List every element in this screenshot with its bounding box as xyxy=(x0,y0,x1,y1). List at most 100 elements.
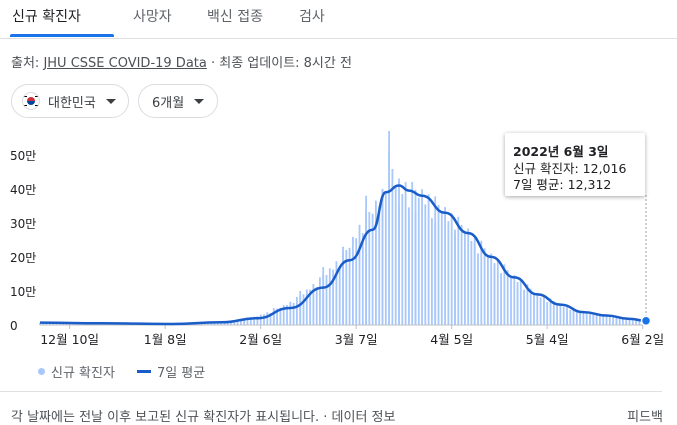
case-bar xyxy=(582,311,585,325)
case-bar xyxy=(210,322,213,325)
cases-chart[interactable]: 0 10만 20만 30만 40만 50만 12월 10일 1월 8일 2월 6일 3월 7일 4… xyxy=(0,125,677,355)
tab-new-cases[interactable]: 신규 확진자 xyxy=(12,9,81,25)
footer-note: 각 날짜에는 전날 이후 보고된 신규 확진자가 표시됩니다. · 데이터 정보 xyxy=(11,406,395,425)
case-bar xyxy=(384,192,387,325)
x-tick-label: 3월 7일 xyxy=(335,332,378,347)
case-bar xyxy=(411,181,414,325)
case-bar xyxy=(595,313,598,325)
case-bar xyxy=(608,316,611,325)
tab-tests[interactable]: 검사 xyxy=(299,9,325,25)
case-bar xyxy=(358,224,361,325)
tab-deaths[interactable]: 사망자 xyxy=(133,9,172,25)
case-bar xyxy=(276,308,278,325)
x-tick-label: 12월 10일 xyxy=(40,332,99,347)
case-bar xyxy=(207,322,209,325)
case-bar xyxy=(526,284,529,325)
tabs-bar: 신규 확진자 사망자 백신 접종 검사 xyxy=(0,0,677,39)
case-bar xyxy=(394,187,397,325)
chevron-down-icon xyxy=(194,98,205,104)
region-dropdown[interactable]: 대한민국 xyxy=(11,84,129,118)
case-bar xyxy=(375,200,377,325)
case-bar xyxy=(256,316,259,325)
case-bar xyxy=(338,267,341,325)
case-bar xyxy=(361,233,364,325)
legend: 신규 확진자 7일 평균 xyxy=(38,362,205,381)
case-bar xyxy=(342,246,344,325)
case-bar xyxy=(519,280,522,325)
case-bar xyxy=(440,213,443,325)
case-bar xyxy=(552,301,555,325)
case-bar xyxy=(529,288,532,325)
case-bar xyxy=(312,284,315,325)
source-line: 출처: JHU CSSE COVID-19 Data · 최종 업데이트: 8시… xyxy=(11,52,352,71)
case-bar xyxy=(259,314,262,325)
source-prefix: 출처: xyxy=(11,56,44,71)
data-info-link[interactable]: 데이터 정보 xyxy=(331,410,396,425)
case-bar xyxy=(615,318,618,325)
case-bar xyxy=(487,255,489,325)
case-bar xyxy=(605,315,608,325)
case-bar xyxy=(631,319,634,325)
case-bar xyxy=(566,311,568,325)
case-bar xyxy=(549,298,552,325)
tooltip-date: 2022년 6월 3일 xyxy=(513,144,609,159)
tooltip-new-cases: 신규 확진자: 12,016 xyxy=(513,161,627,176)
case-bar xyxy=(599,314,601,325)
case-bar xyxy=(543,297,545,325)
case-bar xyxy=(589,312,591,325)
case-bar xyxy=(635,319,637,325)
case-bar xyxy=(457,216,460,325)
case-bar xyxy=(427,194,430,325)
case-bar xyxy=(625,318,628,325)
source-updated: · 최종 업데이트: 8시간 전 xyxy=(206,56,352,71)
case-bar xyxy=(39,322,41,325)
avg-line xyxy=(39,184,647,326)
case-bar xyxy=(272,308,275,325)
y-tick-label: 30만 xyxy=(10,217,36,231)
case-bar xyxy=(572,307,575,325)
case-bar xyxy=(585,313,588,325)
case-bar xyxy=(282,305,285,325)
case-bar xyxy=(523,289,525,325)
case-bar xyxy=(510,275,512,325)
chevron-down-icon xyxy=(105,98,116,104)
case-bar xyxy=(249,317,252,325)
case-bar xyxy=(503,264,506,325)
case-bar xyxy=(240,320,242,325)
case-bar xyxy=(216,322,219,325)
case-bar xyxy=(355,238,358,325)
case-bar xyxy=(414,212,417,325)
case-bar xyxy=(328,268,331,325)
case-bar xyxy=(408,207,410,325)
y-axis: 0 10만 20만 30만 40만 50만 xyxy=(10,149,36,333)
case-bar xyxy=(437,204,440,325)
source-link[interactable]: JHU CSSE COVID-19 Data xyxy=(43,56,207,71)
tooltip: 2022년 6월 3일 신규 확진자: 12,016 7일 평균: 12,312 xyxy=(505,133,645,196)
case-bar xyxy=(213,322,216,325)
case-bar xyxy=(470,240,473,325)
case-bar xyxy=(612,316,614,325)
case-bar xyxy=(417,197,420,325)
case-bar xyxy=(506,270,509,325)
case-bar xyxy=(398,205,400,325)
case-bar xyxy=(302,294,305,325)
feedback-link[interactable]: 피드백 xyxy=(627,410,663,425)
period-dropdown[interactable]: 6개월 xyxy=(138,84,218,118)
case-bar xyxy=(299,291,302,325)
case-bar xyxy=(305,289,308,325)
case-bar xyxy=(404,182,407,325)
case-bar xyxy=(319,277,321,325)
case-bar xyxy=(223,322,226,325)
bar-legend-dot xyxy=(38,368,45,375)
case-bar xyxy=(49,322,51,325)
case-bar xyxy=(500,273,502,325)
y-tick-label: 20만 xyxy=(10,251,36,265)
case-bar xyxy=(401,194,404,325)
case-bar xyxy=(62,323,64,325)
case-bar xyxy=(447,221,450,325)
case-bar xyxy=(378,206,381,325)
case-bar xyxy=(536,292,539,325)
region-label: 대한민국 xyxy=(48,95,96,111)
tab-vaccinations[interactable]: 백신 접종 xyxy=(207,9,263,25)
case-bar xyxy=(460,224,463,325)
